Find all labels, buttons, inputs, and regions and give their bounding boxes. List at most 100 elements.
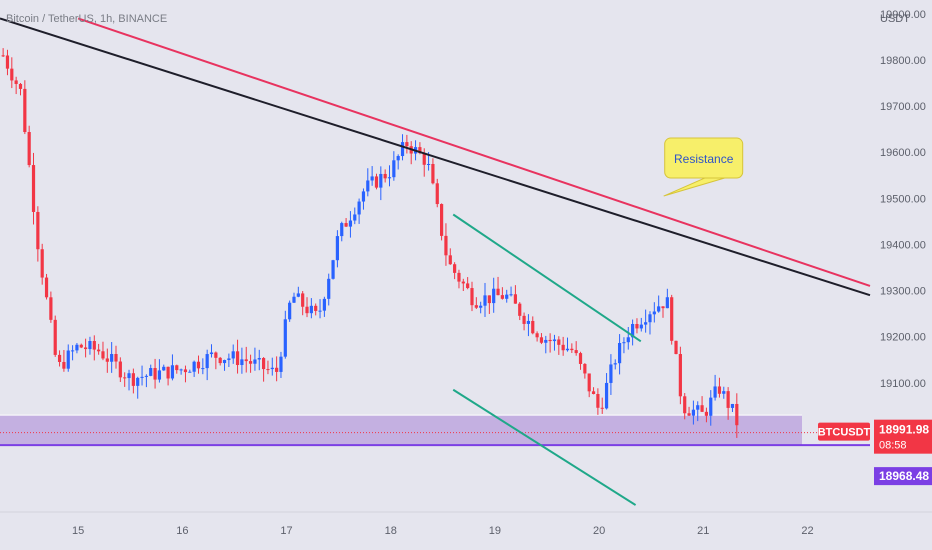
candle-body — [292, 296, 296, 303]
candle-body — [539, 337, 544, 343]
candle-body — [431, 163, 435, 184]
candle-body — [209, 352, 214, 355]
candle-body — [548, 339, 552, 342]
candle-body — [305, 306, 309, 314]
resistance-line — [77, 17, 871, 287]
candle-body — [652, 311, 656, 315]
candle-body — [596, 393, 600, 408]
candle-body — [275, 367, 279, 372]
candle-body — [513, 294, 518, 304]
candle-body — [62, 361, 66, 369]
candle-body — [188, 371, 192, 373]
candle-body — [127, 373, 131, 379]
candle-body — [10, 68, 14, 81]
candle-body — [683, 396, 687, 414]
y-tick-label: 19400.00 — [880, 239, 926, 251]
candle-body — [726, 391, 730, 408]
candle-body — [170, 365, 175, 379]
candle-body — [648, 314, 652, 323]
candle-body — [457, 272, 461, 282]
candle-body — [479, 305, 483, 308]
candle-body — [600, 407, 604, 409]
candle-body — [717, 386, 722, 394]
candle-body — [665, 297, 669, 309]
candle-body — [466, 283, 470, 289]
candle-body — [557, 339, 561, 345]
candle-body — [327, 278, 331, 299]
candle-body — [696, 405, 700, 410]
candle-body — [500, 295, 504, 299]
y-tick-label: 19800.00 — [880, 55, 926, 67]
candle-body — [348, 220, 353, 227]
candle-body — [613, 363, 617, 365]
level-price-badge: 18968.48 — [879, 469, 929, 483]
candle-body — [214, 352, 218, 358]
candle-body — [283, 319, 287, 357]
candle-body — [157, 370, 162, 380]
candle-body — [492, 288, 496, 304]
candle-body — [244, 359, 248, 362]
candle-body — [92, 341, 96, 350]
candle-body — [5, 55, 10, 69]
candle-body — [617, 342, 622, 364]
candle-body — [335, 236, 340, 261]
candle-body — [522, 315, 526, 324]
candle-body — [461, 281, 465, 284]
candle-body — [426, 163, 431, 165]
candle-body — [79, 344, 83, 348]
y-tick-label: 19600.00 — [880, 147, 926, 159]
y-tick-label: 19200.00 — [880, 332, 926, 344]
candle-body — [444, 235, 448, 256]
candle-body — [535, 333, 539, 338]
candle-body — [396, 156, 400, 161]
y-tick-label: 19900.00 — [880, 9, 926, 21]
trendline-line — [0, 17, 871, 297]
candle-body — [53, 319, 57, 355]
candle-body — [722, 391, 726, 394]
candle-body — [379, 173, 383, 188]
candle-body — [344, 223, 348, 227]
currency-label: USDT — [880, 13, 910, 25]
candle-body — [144, 375, 148, 377]
candle-body — [314, 305, 318, 311]
candle-body — [57, 354, 62, 362]
candle-body — [353, 214, 357, 221]
x-tick-label: 20 — [593, 525, 605, 537]
candle-body — [240, 359, 244, 366]
candle-body — [505, 294, 509, 299]
candle-body — [591, 391, 596, 394]
candle-body — [257, 358, 261, 360]
callout-box — [664, 137, 744, 179]
candle-body — [400, 142, 405, 157]
chart-title: Bitcoin / TetherUS, 1h, BINANCE — [6, 13, 167, 25]
candle-body — [318, 310, 322, 312]
candle-body — [635, 323, 639, 329]
candle-body — [670, 297, 674, 341]
candle-body — [565, 348, 570, 351]
candle-body — [105, 358, 109, 362]
candle-body — [435, 183, 439, 205]
x-tick-label: 18 — [385, 525, 397, 537]
y-tick-label: 19700.00 — [880, 101, 926, 113]
candle-body — [66, 350, 70, 369]
callout-text: Resistance — [674, 152, 734, 166]
candle-body — [544, 339, 548, 343]
candle-body — [123, 377, 127, 379]
candle-body — [88, 341, 92, 350]
y-tick-label: 19500.00 — [880, 193, 926, 205]
candle-body — [322, 298, 326, 311]
candle-body — [248, 361, 253, 364]
candle-body — [587, 373, 591, 392]
candle-body — [262, 358, 266, 370]
candle-body — [40, 249, 44, 278]
candle-body — [70, 350, 75, 352]
candle-body — [235, 351, 240, 366]
candle-body — [110, 354, 114, 362]
candle-body — [279, 356, 283, 372]
candle-body — [374, 176, 379, 188]
candle-body — [487, 295, 491, 304]
candle-body — [626, 337, 630, 343]
last-price-badge: 18991.98 — [879, 423, 929, 437]
